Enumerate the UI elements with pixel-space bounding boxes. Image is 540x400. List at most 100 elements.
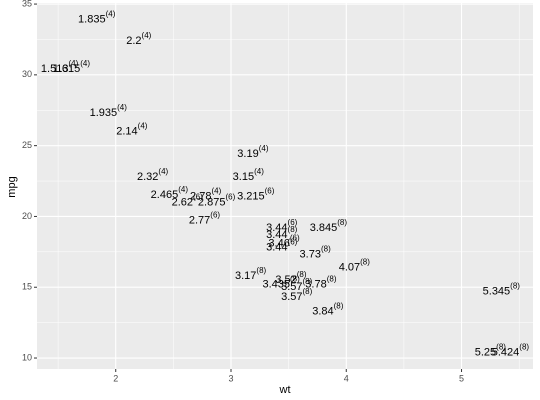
label-superscript: (4) [68,59,78,68]
label-text: 1.935 [90,107,118,119]
label-text: 3.57 [281,291,302,303]
label-superscript: (8) [256,266,266,275]
label-text: 1.835 [78,14,106,26]
point-label: 3.44(6) [266,218,298,234]
point-label: 3.19(4) [237,144,269,160]
x-tick-label: 4 [344,373,349,383]
label-superscript: (4) [254,167,264,176]
label-text: 2.465 [151,189,179,201]
label-superscript: (8) [327,275,337,284]
label-text: 3.215 [237,191,265,203]
label-superscript: (8) [321,245,331,254]
label-superscript: (6) [210,211,220,220]
x-tick-label: 5 [459,373,464,383]
label-superscript: (6) [265,187,275,196]
y-tick-label: 15 [22,282,32,292]
point-label: 3.44(6) [266,238,298,254]
point-label: 3.17(8) [235,266,267,282]
label-superscript: (8) [303,287,313,296]
label-superscript: (4) [178,185,188,194]
label-text: 2.875 [198,196,226,208]
label-text: 5.25 [475,346,496,358]
point-label: 3.57(8) [281,277,313,293]
label-text: 3.57 [281,281,302,293]
point-label: 4.07(8) [339,258,371,274]
point-label: 1.935(4) [90,103,128,119]
label-text: 2.14 [116,125,137,137]
label-superscript: (8) [290,275,300,284]
label-text: 3.15 [233,171,254,183]
label-superscript: (4) [211,187,221,196]
label-text: 3.73 [300,249,321,261]
label-text: 2.78 [190,191,211,203]
point-label: 2.465(4) [151,185,189,201]
point-label: 2.875(6) [198,192,236,208]
label-text: 4.07 [339,261,360,273]
point-label: 2.32(4) [137,167,169,183]
point-label: 2.14(4) [116,122,148,138]
label-superscript: (4) [138,122,148,131]
label-text: 3.44 [266,222,287,234]
label-superscript: (8) [510,282,520,291]
label-text: 3.78 [305,278,326,290]
point-label: 2.78(4) [190,187,222,203]
point-label: 5.345(8) [483,282,521,298]
label-text: 2.32 [137,171,158,183]
label-superscript: (8) [303,277,313,286]
label-text: 3.19 [237,148,258,160]
label-superscript: (6) [288,238,298,247]
label-text: 3.845 [310,222,338,234]
y-axis-title: mpg [6,176,18,197]
point-label: 5.424(8) [492,342,530,358]
point-label: 2.62(6) [172,192,204,208]
label-superscript: (4) [158,167,168,176]
label-text: 2.77 [189,215,210,227]
label-text: 3.44 [266,229,287,241]
label-text: 1.615 [53,63,81,75]
point-label: 3.435(8) [262,275,300,291]
label-text: 3.46 [268,237,289,249]
point-label: 1.835(4) [78,10,116,26]
x-tick-label: 2 [113,373,118,383]
label-text: 3.84 [312,305,333,317]
label-superscript: (6) [288,218,298,227]
y-tick-label: 25 [22,140,32,150]
y-tick-label: 35 [22,0,32,8]
y-tick-label: 20 [22,211,32,221]
point-label: 3.215(6) [237,187,275,203]
point-label: 3.46(6) [268,233,300,249]
point-label: 3.84(8) [312,301,344,317]
label-text: 3.435 [262,278,290,290]
label-superscript: (8) [297,270,307,279]
label-superscript: (4) [117,103,127,112]
label-text: 1.513 [41,63,69,75]
point-label: 1.513(4) [41,59,79,75]
label-superscript: (8) [334,301,344,310]
point-label: 2.77(6) [189,211,221,227]
x-tick-label: 3 [228,373,233,383]
y-tick-label: 30 [22,69,32,79]
label-superscript: (4) [80,59,90,68]
label-text: 2.2 [126,35,141,47]
point-label: 5.25(8) [475,342,507,358]
label-text: 2.62 [172,196,193,208]
label-superscript: (6) [225,192,235,201]
panel [37,3,533,369]
point-label: 1.615(4) [53,59,91,75]
label-text: 3.44 [266,241,287,253]
point-label: 3.845(8) [310,218,348,234]
label-superscript: (8) [288,225,298,234]
point-label: 2.2(4) [126,31,151,47]
label-text: 3.17 [235,270,256,282]
x-axis-title: wt [279,384,291,396]
label-text: 5.345 [483,285,511,297]
label-superscript: (8) [519,342,529,351]
point-label: 3.57(8) [281,287,313,303]
point-label: 3.52(8) [275,270,307,286]
y-tick-label: 10 [22,352,32,362]
label-superscript: (8) [360,258,370,267]
label-superscript: (6) [193,192,203,201]
label-text: 3.52 [275,274,296,286]
label-superscript: (8) [337,218,347,227]
